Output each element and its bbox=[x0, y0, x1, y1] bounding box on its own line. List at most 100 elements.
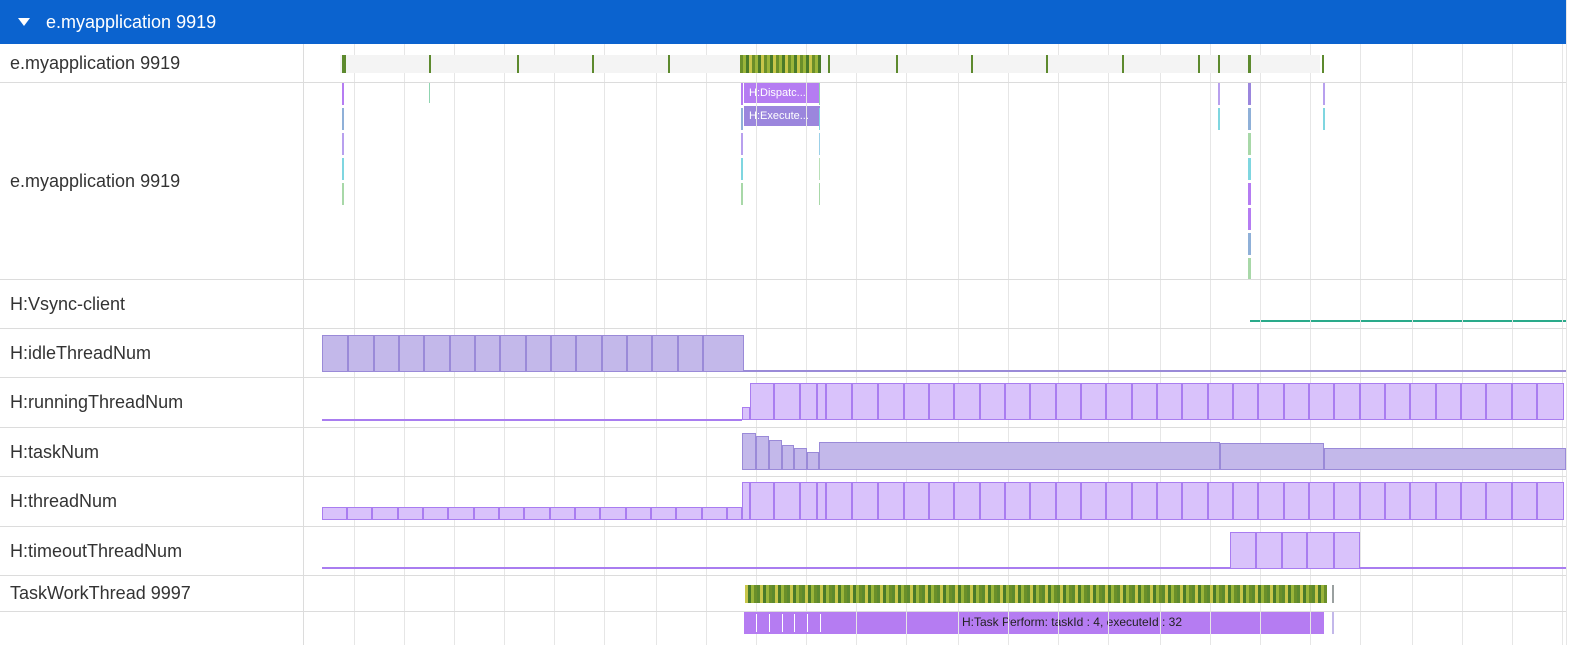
cpu-tick[interactable] bbox=[1024, 585, 1027, 603]
cpu-tick[interactable] bbox=[838, 585, 841, 603]
cpu-tick[interactable] bbox=[342, 55, 346, 73]
counter-bar[interactable] bbox=[904, 383, 929, 420]
counter-bar[interactable] bbox=[399, 335, 424, 372]
counter-bar[interactable] bbox=[769, 440, 782, 470]
cpu-tick[interactable] bbox=[934, 585, 937, 603]
cpu-tick[interactable] bbox=[1231, 585, 1234, 603]
cpu-tick[interactable] bbox=[1105, 585, 1108, 603]
cpu-tick[interactable] bbox=[896, 55, 898, 73]
cpu-tick[interactable] bbox=[764, 55, 767, 73]
counter-bar[interactable] bbox=[826, 383, 852, 420]
cpu-tick[interactable] bbox=[1087, 585, 1090, 603]
cpu-tick[interactable] bbox=[743, 55, 746, 73]
cpu-tick[interactable] bbox=[844, 585, 847, 603]
cpu-tick[interactable] bbox=[1204, 585, 1207, 603]
cpu-tick[interactable] bbox=[1057, 585, 1060, 603]
cpu-tick[interactable] bbox=[1114, 585, 1117, 603]
thread-tick[interactable] bbox=[741, 158, 743, 180]
counter-bar[interactable] bbox=[954, 383, 980, 420]
cpu-tick[interactable] bbox=[787, 585, 790, 603]
cpu-tick[interactable] bbox=[1264, 585, 1267, 603]
thread-tick[interactable] bbox=[342, 133, 344, 155]
cpu-tick[interactable] bbox=[982, 585, 985, 603]
thread-tick[interactable] bbox=[1248, 83, 1251, 105]
lane-track[interactable]: H:Dispatc... H:Execute... bbox=[304, 83, 1566, 279]
cpu-tick[interactable] bbox=[1252, 585, 1255, 603]
cpu-tick[interactable] bbox=[1279, 585, 1282, 603]
cpu-tick[interactable] bbox=[988, 585, 991, 603]
counter-bar[interactable] bbox=[1410, 482, 1436, 520]
thread-tick[interactable] bbox=[342, 158, 344, 180]
counter-bar[interactable] bbox=[626, 507, 651, 520]
cpu-tick[interactable] bbox=[847, 585, 850, 603]
counter-bar[interactable] bbox=[1436, 482, 1461, 520]
cpu-tick[interactable] bbox=[1117, 585, 1120, 603]
cpu-tick[interactable] bbox=[1012, 585, 1015, 603]
cpu-tick[interactable] bbox=[1210, 585, 1213, 603]
cpu-tick[interactable] bbox=[760, 585, 763, 603]
counter-bar[interactable] bbox=[1436, 383, 1461, 420]
lane-track[interactable] bbox=[304, 428, 1566, 476]
counter-bar[interactable] bbox=[1106, 383, 1132, 420]
cpu-tick[interactable] bbox=[1033, 585, 1036, 603]
counter-bar[interactable] bbox=[450, 335, 475, 372]
cpu-tick[interactable] bbox=[1216, 585, 1219, 603]
cpu-tick[interactable] bbox=[802, 585, 805, 603]
cpu-tick[interactable] bbox=[745, 585, 748, 603]
lane-running-thread-num[interactable]: H:runningThreadNum bbox=[0, 378, 1566, 428]
cpu-tick[interactable] bbox=[1120, 585, 1123, 603]
cpu-tick[interactable] bbox=[871, 585, 874, 603]
thread-tick[interactable] bbox=[342, 108, 344, 130]
cpu-tick[interactable] bbox=[1291, 585, 1294, 603]
counter-bar[interactable] bbox=[474, 507, 499, 520]
cpu-tick[interactable] bbox=[1171, 585, 1174, 603]
cpu-tick[interactable] bbox=[1174, 585, 1177, 603]
cpu-tick[interactable] bbox=[809, 55, 812, 73]
cpu-tick[interactable] bbox=[1237, 585, 1240, 603]
cpu-tick[interactable] bbox=[1192, 585, 1195, 603]
counter-bar[interactable] bbox=[1512, 482, 1537, 520]
cpu-tick[interactable] bbox=[770, 55, 773, 73]
counter-bar[interactable] bbox=[727, 507, 742, 520]
cpu-tick[interactable] bbox=[751, 585, 754, 603]
cpu-tick[interactable] bbox=[803, 55, 806, 73]
cpu-tick[interactable] bbox=[757, 585, 760, 603]
cpu-tick[interactable] bbox=[1046, 55, 1048, 73]
counter-bar[interactable] bbox=[1230, 532, 1256, 569]
counter-bar[interactable] bbox=[524, 507, 550, 520]
cpu-tick[interactable] bbox=[1018, 585, 1021, 603]
cpu-tick[interactable] bbox=[1183, 585, 1186, 603]
thread-tick[interactable] bbox=[1323, 83, 1325, 105]
cpu-tick[interactable] bbox=[806, 55, 809, 73]
counter-bar[interactable] bbox=[1233, 383, 1258, 420]
cpu-tick[interactable] bbox=[1099, 585, 1102, 603]
counter-bar[interactable] bbox=[1486, 383, 1512, 420]
cpu-tick[interactable] bbox=[835, 585, 838, 603]
counter-bar[interactable] bbox=[1309, 383, 1334, 420]
thread-tick[interactable] bbox=[1248, 258, 1251, 279]
cpu-tick[interactable] bbox=[874, 585, 877, 603]
counter-bar[interactable] bbox=[526, 335, 551, 372]
cpu-tick[interactable] bbox=[1060, 585, 1063, 603]
cpu-tick[interactable] bbox=[928, 585, 931, 603]
thread-tick[interactable] bbox=[1218, 108, 1220, 130]
counter-bar[interactable] bbox=[500, 335, 526, 372]
counter-bar[interactable] bbox=[1284, 482, 1309, 520]
cpu-tick[interactable] bbox=[1135, 585, 1138, 603]
counter-bar[interactable] bbox=[374, 335, 399, 372]
counter-bar[interactable] bbox=[600, 507, 626, 520]
cpu-tick[interactable] bbox=[761, 55, 764, 73]
counter-bar[interactable] bbox=[852, 383, 878, 420]
cpu-tick[interactable] bbox=[1066, 585, 1069, 603]
counter-bar[interactable] bbox=[627, 335, 652, 372]
slice-task-perform[interactable]: H:Task Perform: taskId : 4, executeId : … bbox=[820, 612, 1324, 634]
cpu-tick[interactable] bbox=[815, 55, 818, 73]
counter-bar[interactable] bbox=[782, 445, 794, 470]
counter-bar[interactable] bbox=[651, 507, 676, 520]
counter-bar[interactable] bbox=[1537, 383, 1564, 420]
cpu-tick[interactable] bbox=[907, 585, 910, 603]
cpu-tick[interactable] bbox=[794, 55, 797, 73]
cpu-tick[interactable] bbox=[1225, 585, 1228, 603]
cpu-tick[interactable] bbox=[916, 585, 919, 603]
cpu-tick[interactable] bbox=[776, 55, 779, 73]
